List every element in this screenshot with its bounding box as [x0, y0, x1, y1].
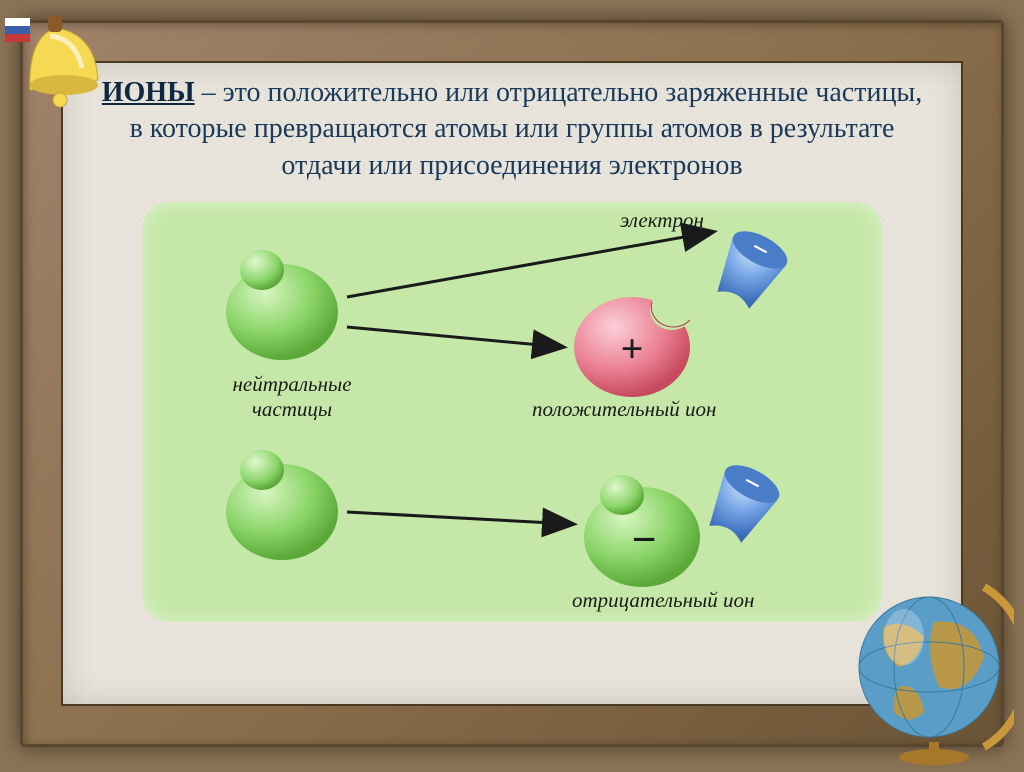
label-negative: отрицательный ион: [572, 588, 754, 613]
ion-diagram: + − − −: [142, 202, 882, 622]
neutral-particle-top: [226, 250, 338, 360]
bell-icon: [0, 8, 120, 128]
arrow: [347, 512, 572, 524]
plus-sign: +: [621, 326, 644, 371]
label-neutral: нейтральные частицы: [192, 372, 392, 422]
label-electron: электрон: [620, 208, 704, 233]
title-rest: – это положительно или отрицательно заря…: [130, 77, 923, 181]
arrow: [347, 327, 562, 347]
negative-ion: −: [584, 475, 700, 587]
electron-bottom: −: [699, 455, 787, 549]
arrow: [347, 232, 712, 297]
board: ИОНЫ – это положительно или отрицательно…: [61, 61, 963, 706]
globe-icon: [844, 567, 1014, 767]
electron-top: −: [707, 221, 795, 315]
minus-sign: −: [631, 515, 656, 564]
positive-ion: +: [574, 290, 694, 397]
neutral-particle-bottom: [226, 450, 338, 560]
label-positive: положительный ион: [532, 397, 716, 422]
definition-text: ИОНЫ – это положительно или отрицательно…: [93, 75, 931, 184]
